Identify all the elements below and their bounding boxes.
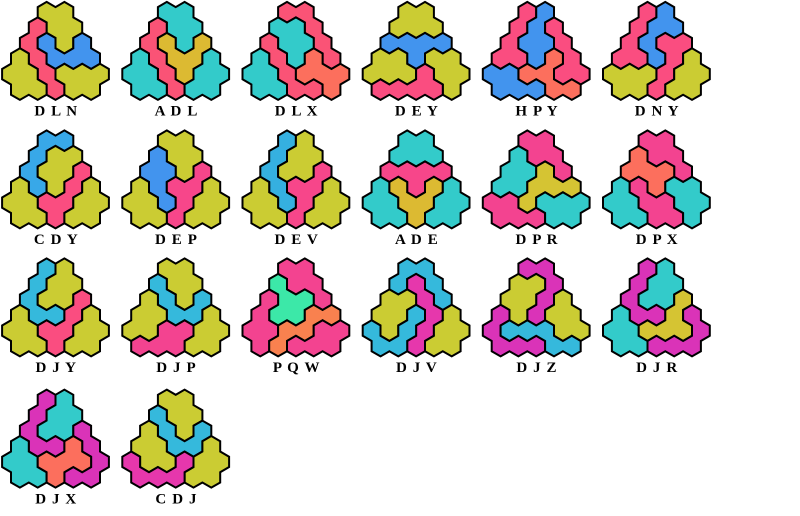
svg-text:C D J: C D J [155, 491, 197, 507]
svg-text:H P Y: H P Y [515, 104, 558, 120]
svg-text:D J V: D J V [396, 360, 438, 376]
svg-text:D E Y: D E Y [395, 104, 439, 120]
svg-text:C D Y: C D Y [34, 232, 79, 248]
svg-text:D P X: D P X [636, 232, 679, 248]
svg-text:P Q W: P Q W [273, 360, 321, 376]
svg-text:D J R: D J R [636, 360, 678, 376]
svg-text:D P R: D P R [516, 232, 559, 248]
svg-text:D L X: D L X [275, 104, 319, 120]
svg-text:D J Z: D J Z [516, 360, 557, 376]
svg-text:D J Y: D J Y [35, 360, 77, 376]
svg-text:D E V: D E V [274, 232, 318, 248]
svg-text:D J X: D J X [35, 491, 77, 507]
svg-text:D L N: D L N [34, 104, 78, 120]
svg-text:D N Y: D N Y [635, 104, 680, 120]
svg-text:D E P: D E P [155, 232, 198, 248]
svg-text:D J P: D J P [156, 360, 197, 376]
svg-text:A D L: A D L [155, 104, 199, 120]
svg-text:A D E: A D E [395, 232, 439, 248]
